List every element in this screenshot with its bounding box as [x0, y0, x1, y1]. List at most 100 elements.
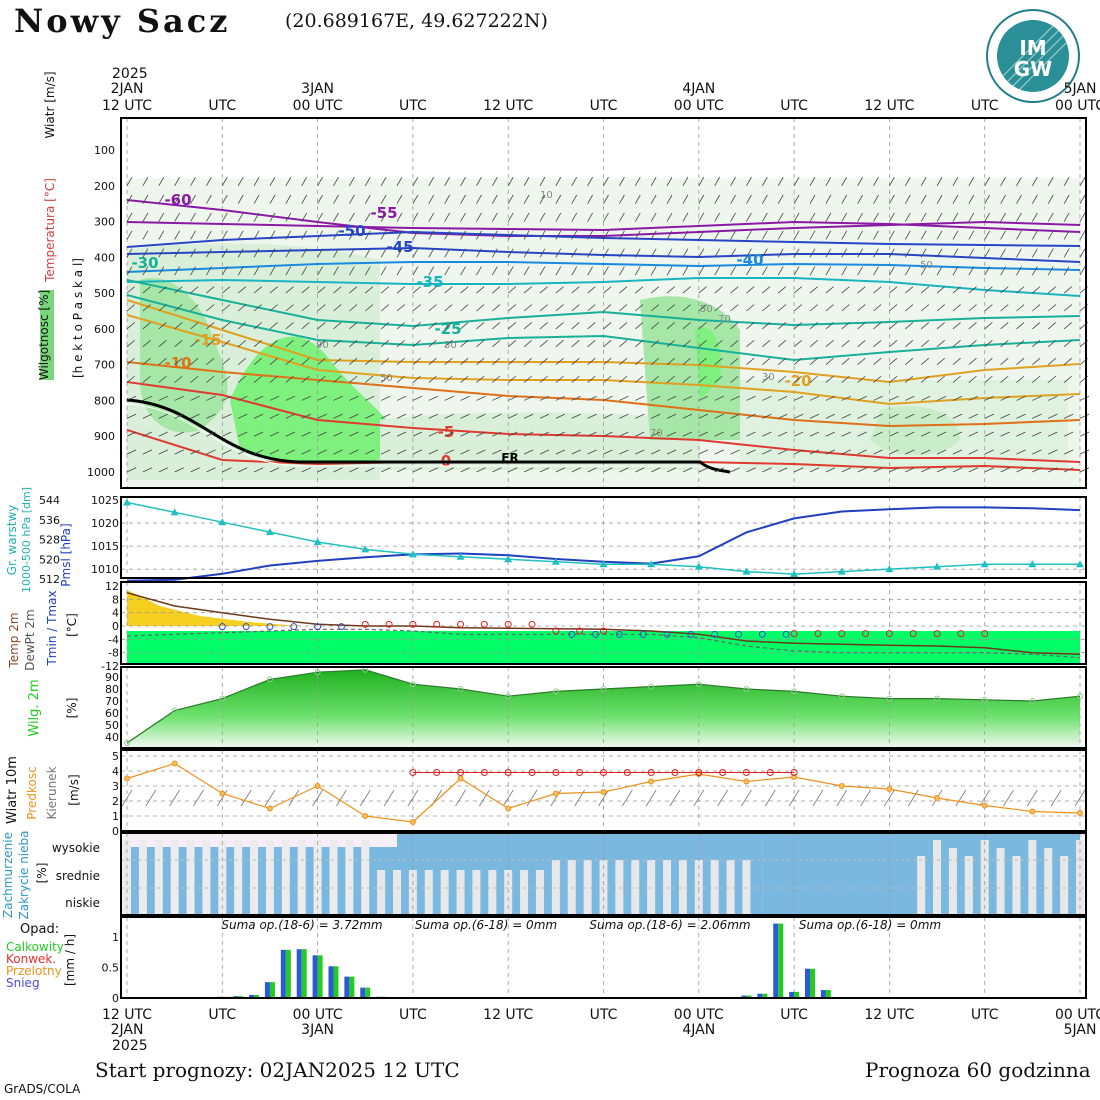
wind-barb [444, 449, 454, 455]
wind-barb [841, 375, 850, 383]
wind-barb [396, 357, 405, 365]
wind-barb [539, 322, 548, 330]
wind-barb [364, 304, 374, 312]
wind-barb [714, 286, 723, 294]
wind-barb [365, 395, 375, 401]
wind-barb [349, 286, 358, 294]
wind-barb [666, 340, 675, 348]
wind-barb [555, 375, 564, 383]
wind-barb [698, 375, 707, 383]
wind-barb [238, 431, 248, 437]
wind-barb [222, 357, 231, 365]
wind-direction-mark [836, 789, 848, 807]
precip-bar-total [349, 976, 355, 998]
pressure-tick: 600 [94, 323, 115, 336]
wind-barb [650, 266, 657, 276]
wind-barb [793, 304, 803, 312]
wind-barb [1079, 266, 1086, 276]
wind-barb [269, 375, 278, 383]
wind-barb [396, 248, 403, 258]
wind-barb [1048, 395, 1058, 401]
wind-barb [460, 467, 470, 473]
pmsl-tick: 1010 [91, 563, 119, 576]
wind-barb [571, 431, 581, 437]
wind-barb [539, 413, 550, 419]
wind-barb [984, 467, 994, 473]
upper-rh-label: Wilgotnosc [%] [37, 290, 51, 380]
wind-barb [301, 357, 310, 365]
wind-barb [619, 304, 628, 312]
time-tick-hour: 12 UTC [864, 1007, 914, 1023]
wind-barb [539, 357, 548, 365]
wind-barb [253, 304, 262, 312]
wind-barb [809, 304, 818, 312]
cloud-unit-label: [%] [35, 863, 49, 884]
wind-barb [364, 286, 374, 294]
wind-barb [1063, 194, 1070, 204]
wind-barb [634, 248, 641, 258]
wind-direction-mark [621, 789, 633, 807]
wind-barb [825, 304, 834, 312]
precip-sum: Suma op.(18-6) = 2.06mm [589, 918, 750, 932]
wind-barb [968, 431, 979, 437]
wind-barb [936, 322, 945, 330]
wind-barb [380, 413, 391, 419]
wind-barb [793, 248, 800, 258]
wind-barb [349, 194, 355, 204]
tmax-marker [981, 630, 989, 638]
wind-barb [841, 194, 848, 204]
wind-barb [841, 431, 851, 437]
pressure-panel: 544 536 528 520 512 1025 1020 1015 1010 Gr. warst… [5, 487, 1087, 593]
time-tick-date: 5JAN [1064, 81, 1097, 97]
wind-barb [492, 322, 501, 330]
wind-barb [269, 340, 278, 348]
wind-barb [793, 395, 804, 401]
wind-barb [635, 357, 644, 365]
wind-barb [587, 248, 593, 258]
imgw-logo: IM GW [986, 9, 1080, 103]
wind-barb [460, 449, 470, 455]
wind-direction-mark [479, 789, 490, 807]
wind-barb [1016, 431, 1026, 437]
wind-direction-mark [216, 789, 228, 807]
isotherm-label: -5 [438, 423, 455, 441]
svg-text:GW: GW [1014, 57, 1052, 81]
wind-barb [873, 449, 883, 455]
wind-barb [523, 413, 534, 419]
wind-barb [349, 357, 358, 365]
wind-barb [698, 322, 707, 330]
precip-bar-snow [773, 923, 779, 998]
humidity-point [505, 693, 512, 700]
wind-barb [714, 413, 724, 419]
wind-barb [412, 286, 421, 294]
isotherm-label: -60 [164, 191, 191, 209]
tmin-marker [711, 630, 719, 638]
wind-direction-mark [502, 789, 514, 807]
temp-tick: 12 [105, 580, 119, 593]
wind-barb [142, 248, 149, 258]
wind-barb [666, 212, 673, 222]
wind-barb [285, 304, 294, 312]
precip-sum: Suma op.(6-18) = 0mm [415, 918, 557, 932]
wind-barb [873, 304, 882, 312]
wind-barb [222, 431, 232, 437]
wind-barb [571, 176, 578, 186]
wind-speed-point [743, 778, 750, 785]
wind-barb [920, 467, 931, 473]
wind-barb [126, 413, 137, 419]
wind-barb [1032, 248, 1038, 258]
wind-barb [206, 176, 212, 186]
wind-barb [396, 449, 407, 455]
wind-barb [555, 230, 562, 240]
wind-barb [190, 248, 196, 258]
cloud-bar [520, 870, 529, 915]
wind-barb [380, 286, 390, 294]
wind-barb [492, 304, 501, 312]
thickness-marker [265, 528, 274, 536]
wind-barb [682, 212, 689, 222]
wind-barb [682, 304, 691, 312]
wind-barb [523, 230, 530, 240]
wind-direction-mark [121, 789, 133, 807]
wind-barb [920, 375, 930, 383]
wind-barb [491, 194, 498, 204]
